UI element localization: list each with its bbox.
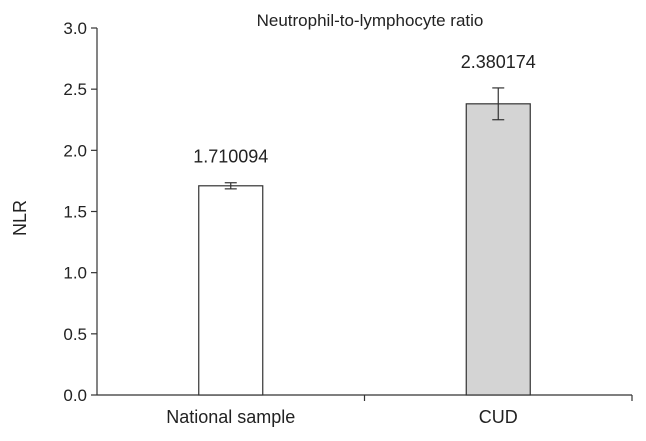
- y-tick-label: 0.0: [63, 386, 87, 405]
- y-tick-label: 3.0: [63, 19, 87, 38]
- y-tick-label: 2.5: [63, 80, 87, 99]
- bar-2: [466, 104, 530, 395]
- y-tick-label: 2.0: [63, 141, 87, 160]
- category-label-2: CUD: [479, 407, 518, 427]
- y-axis-label: NLR: [10, 200, 30, 236]
- category-label-1: National sample: [166, 407, 295, 427]
- data-label-1: 1.710094: [193, 147, 268, 167]
- y-tick-label: 0.5: [63, 325, 87, 344]
- bar-1: [199, 186, 263, 395]
- y-tick-label: 1.0: [63, 264, 87, 283]
- data-label-2: 2.380174: [461, 52, 536, 72]
- chart-title: Neutrophil-to-lymphocyte ratio: [257, 11, 484, 30]
- y-tick-label: 1.5: [63, 203, 87, 222]
- plot-area: 0.0 0.5 1.0 1.5 2.0 2.5 3.0 1.710094 National sa…: [63, 19, 632, 427]
